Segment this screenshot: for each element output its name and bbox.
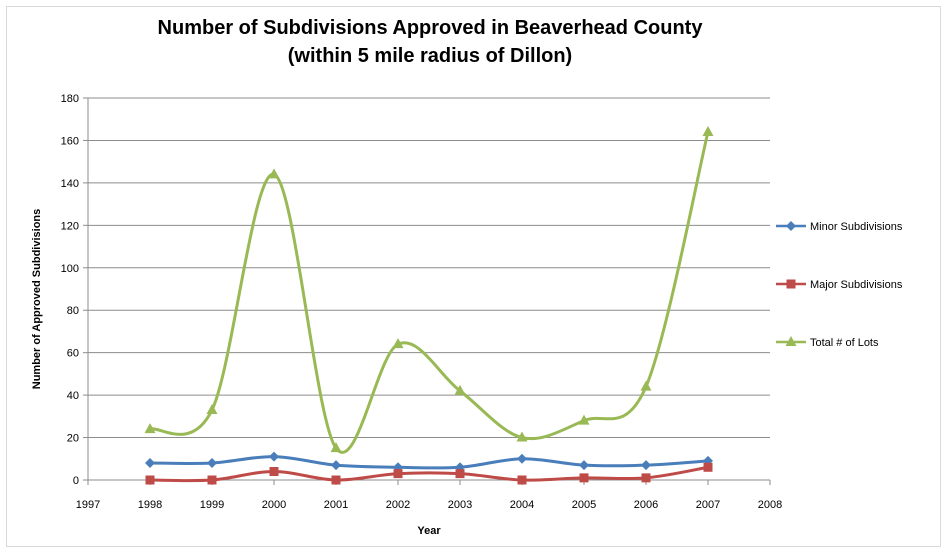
gridlines [88,97,770,439]
data-point-total-of-lots [392,338,404,349]
x-tick-label: 2005 [572,499,596,511]
data-point-major-subdivisions [641,473,651,483]
legend-marker [786,221,796,231]
y-tick-label: 40 [67,390,79,402]
chart-frame [6,6,941,547]
series-minor-subdivisions [145,451,713,473]
x-tick-label: 2000 [262,499,286,511]
y-axis-title: Number of Approved Subdivisions [31,209,43,390]
data-point-total-of-lots [454,384,466,395]
x-tick-label: 1999 [200,499,224,511]
y-tick-label: 20 [67,433,79,445]
data-point-major-subdivisions [269,467,279,477]
legend-marker [786,279,796,289]
legend-item-major-subdivisions: Major Subdivisions [776,279,903,291]
chart-title: Number of Subdivisions Approved in Beave… [157,17,703,39]
x-tick-label: 2008 [758,499,782,511]
data-point-total-of-lots [330,442,342,453]
x-tick-label: 2003 [448,499,472,511]
data-point-minor-subdivisions [579,460,589,471]
y-tick-label: 120 [61,220,79,232]
y-tick-label: 0 [73,475,79,487]
data-point-total-of-lots [144,423,156,434]
x-axis-title: Year [417,525,441,537]
y-tick-label: 160 [61,135,79,147]
data-point-total-of-lots [702,125,714,136]
data-point-major-subdivisions [703,462,713,472]
x-tick-label: 2006 [634,499,658,511]
data-point-minor-subdivisions [641,460,651,471]
data-point-total-of-lots [268,168,280,179]
data-point-major-subdivisions [517,475,527,485]
series-group [144,125,714,485]
data-point-total-of-lots [206,403,218,414]
y-tick-label: 100 [61,263,79,275]
data-point-minor-subdivisions [207,458,217,469]
axes [83,97,771,485]
x-tick-labels: 1997 1998 1999 2000 2001 2002 2003 2004 2005 2006… [76,499,782,511]
y-tick-labels: 0 20 40 60 80 100 120 140 160 180 [61,93,79,487]
legend-item-minor-subdivisions: Minor Subdivisions [776,221,903,233]
chart-title-block: Number of Subdivisions Approved in Beave… [90,14,770,70]
legend: Minor Subdivisions Major Subdivisions Tota… [776,221,903,349]
data-point-major-subdivisions [207,475,217,485]
y-tick-label: 80 [67,305,79,317]
data-point-total-of-lots [516,431,528,442]
x-tick-label: 2007 [696,499,720,511]
legend-label: Minor Subdivisions [810,221,903,233]
series-line-major-subdivisions [149,465,709,483]
data-point-minor-subdivisions [517,453,527,464]
data-point-major-subdivisions [455,469,465,479]
data-point-minor-subdivisions [269,451,279,462]
legend-marker [785,336,797,346]
y-tick-label: 60 [67,348,79,360]
series-major-subdivisions [145,462,713,485]
x-tick-label: 2002 [386,499,410,511]
x-tick-label: 2004 [510,499,534,511]
x-tick-label: 1997 [76,499,100,511]
data-point-minor-subdivisions [145,458,155,469]
data-point-major-subdivisions [579,473,589,483]
data-point-total-of-lots [640,380,652,391]
data-point-major-subdivisions [145,475,155,485]
chart-subtitle: (within 5 mile radius of Dillon) [287,45,573,67]
legend-label: Total # of Lots [810,337,879,349]
series-total-of-lots [144,125,714,454]
data-point-total-of-lots [578,414,590,425]
data-point-major-subdivisions [331,475,341,485]
x-tick-label: 2001 [324,499,348,511]
y-tick-label: 180 [61,93,79,105]
x-tick-label: 1998 [138,499,162,511]
legend-item-total-of-lots: Total # of Lots [776,336,879,349]
legend-label: Major Subdivisions [810,279,903,291]
y-tick-label: 140 [61,178,79,190]
series-line-total-of-lots [149,131,710,454]
series-line-minor-subdivisions [149,455,709,470]
data-point-major-subdivisions [393,469,403,479]
data-point-minor-subdivisions [331,460,341,471]
